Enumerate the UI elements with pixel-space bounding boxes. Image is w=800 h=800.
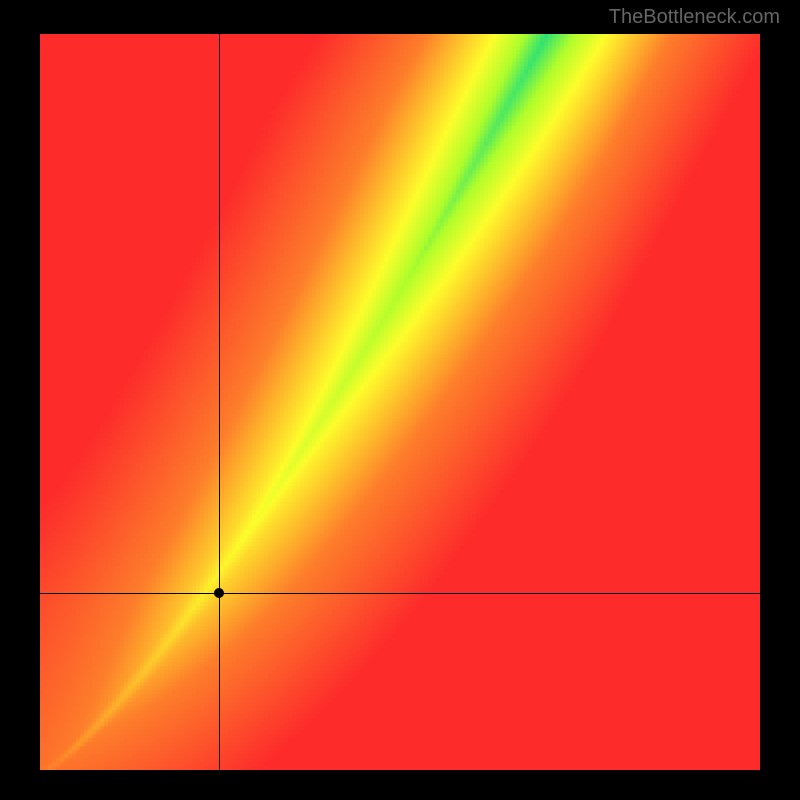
watermark-text: TheBottleneck.com <box>609 6 780 29</box>
crosshair-vertical <box>219 34 220 770</box>
heatmap-plot <box>40 34 760 770</box>
crosshair-horizontal <box>40 593 760 594</box>
crosshair-marker <box>214 588 224 598</box>
heatmap-canvas <box>40 34 760 770</box>
